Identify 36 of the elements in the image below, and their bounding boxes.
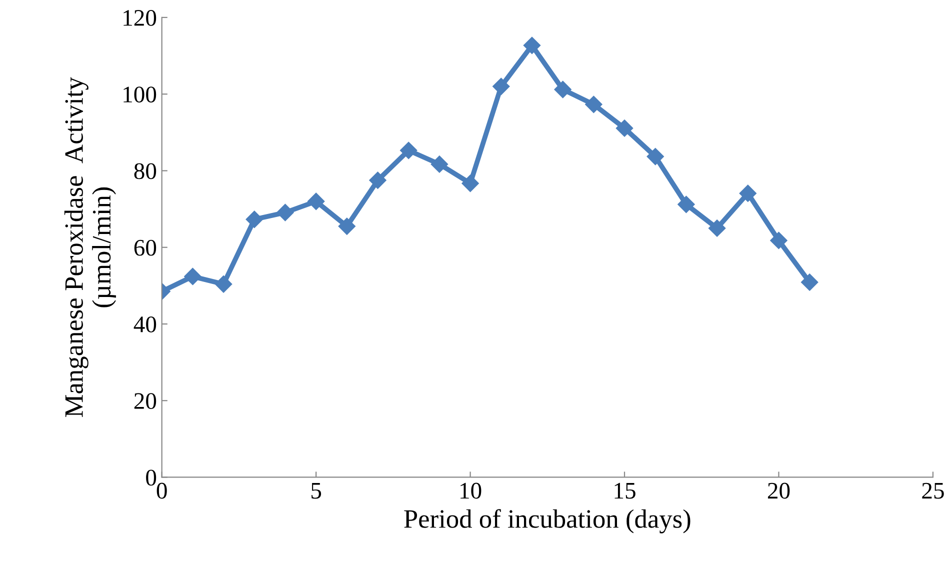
- point: [708, 220, 726, 237]
- x-tick-label: 5: [312, 483, 322, 499]
- y-tick-label: 0: [146, 470, 156, 486]
- y-tick-label: 40: [134, 316, 156, 332]
- point: [585, 96, 602, 113]
- y-axis-title: Manganese Peroxidase Activity (µmol/min): [64, 77, 116, 417]
- point: [739, 184, 756, 202]
- point: [308, 192, 325, 210]
- x-tick-label: 10: [460, 482, 482, 499]
- point: [770, 232, 788, 250]
- x-tick-label: 15: [614, 482, 636, 499]
- point: [214, 276, 232, 293]
- point: [462, 174, 479, 192]
- y-tick-label: 100: [124, 86, 156, 103]
- y-tick-label: 80: [134, 163, 156, 180]
- y-tick-label: 60: [134, 240, 156, 256]
- point: [554, 80, 572, 98]
- point: [338, 218, 356, 235]
- point: [801, 274, 818, 291]
- x-tick-label: 0: [156, 482, 167, 499]
- point: [492, 78, 510, 95]
- x-tick-label: 20: [768, 482, 790, 499]
- point: [646, 148, 664, 166]
- y-tick-label: 120: [124, 10, 156, 26]
- point: [523, 36, 541, 54]
- x-tick-label: 25: [922, 482, 944, 499]
- point: [430, 156, 448, 173]
- point: [276, 204, 294, 222]
- point: [184, 268, 202, 286]
- point: [678, 196, 695, 213]
- y-tick-label: 20: [134, 393, 156, 410]
- point: [400, 142, 418, 159]
- x-axis-title: Period of incubation (days): [404, 509, 690, 534]
- point: [369, 172, 386, 189]
- point: [246, 210, 263, 228]
- point: [616, 120, 634, 137]
